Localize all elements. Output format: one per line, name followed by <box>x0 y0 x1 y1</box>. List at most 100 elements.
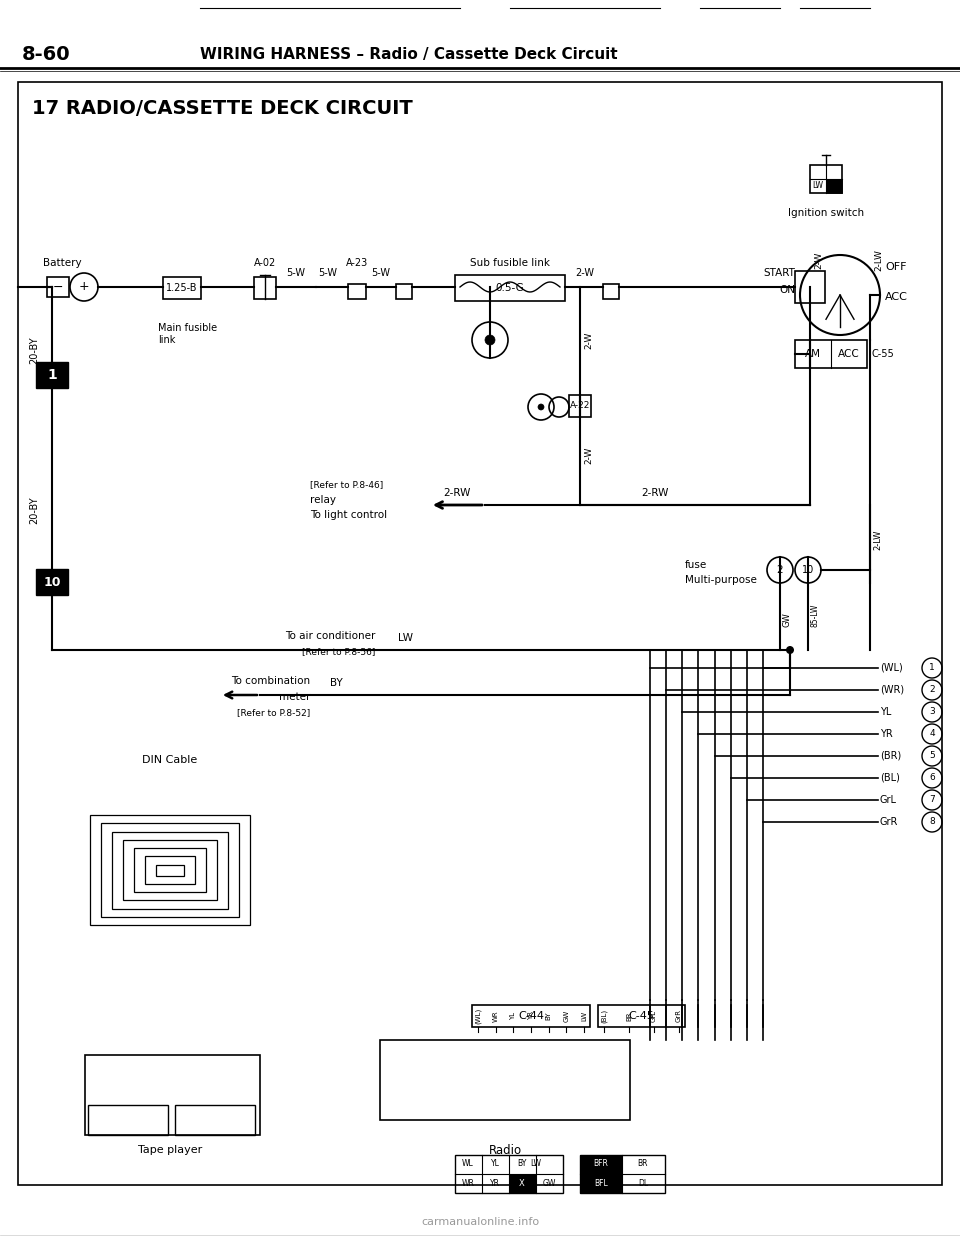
Bar <box>380 1040 630 1120</box>
Text: Multi-purpose: Multi-purpose <box>685 575 756 585</box>
Bar <box>36 569 68 595</box>
Text: −: − <box>53 280 63 294</box>
Text: (BL): (BL) <box>880 773 900 782</box>
Text: 4: 4 <box>929 729 935 739</box>
Bar <box>795 272 825 303</box>
Text: (WR): (WR) <box>880 684 904 694</box>
Text: 85-LW: 85-LW <box>811 604 820 626</box>
Text: ON: ON <box>779 285 795 295</box>
Text: BFR: BFR <box>593 1159 609 1168</box>
Text: 7: 7 <box>929 796 935 805</box>
Text: 8-60: 8-60 <box>22 46 71 64</box>
Text: 1: 1 <box>929 663 935 672</box>
Text: BR: BR <box>637 1159 648 1168</box>
Text: [Refer to P.8-56]: [Refer to P.8-56] <box>301 647 375 656</box>
Text: C-55: C-55 <box>872 348 895 360</box>
Bar <box>145 857 195 884</box>
Circle shape <box>538 404 544 410</box>
Text: C-44: C-44 <box>518 1011 544 1021</box>
Text: YL: YL <box>511 1012 516 1021</box>
Bar <box>455 1154 563 1193</box>
Text: fuse: fuse <box>685 560 708 570</box>
Text: LW: LW <box>581 1011 587 1021</box>
Bar <box>810 165 842 193</box>
Bar <box>569 396 591 417</box>
Bar <box>348 284 366 299</box>
Bar <box>396 284 412 299</box>
Bar <box>455 275 565 301</box>
Bar <box>580 1154 622 1174</box>
Text: link: link <box>158 335 176 345</box>
Text: Tape player: Tape player <box>138 1145 203 1154</box>
Text: (BR): (BR) <box>880 751 901 761</box>
Bar <box>134 848 206 892</box>
Text: BY: BY <box>545 1012 552 1021</box>
Bar <box>580 1174 622 1193</box>
Text: 2-LW: 2-LW <box>874 249 883 270</box>
Text: 2: 2 <box>929 686 935 694</box>
Text: relay: relay <box>310 495 336 505</box>
Text: 10: 10 <box>802 565 814 575</box>
Text: (WL): (WL) <box>475 1008 481 1024</box>
Text: 2-RW: 2-RW <box>641 489 669 498</box>
Bar <box>580 1154 665 1193</box>
Text: BY: BY <box>517 1159 527 1168</box>
Text: YR: YR <box>528 1012 534 1021</box>
Text: To light control: To light control <box>310 510 387 520</box>
Text: 2-W: 2-W <box>814 252 823 269</box>
Text: 6: 6 <box>929 774 935 782</box>
Text: 20-BY: 20-BY <box>29 336 39 363</box>
Text: 17 RADIO/CASSETTE DECK CIRCUIT: 17 RADIO/CASSETTE DECK CIRCUIT <box>32 98 413 118</box>
Text: YR: YR <box>490 1179 500 1188</box>
Bar <box>112 832 228 909</box>
Text: ACC: ACC <box>885 291 908 303</box>
Text: GrL: GrL <box>880 795 897 805</box>
Bar <box>826 179 842 193</box>
Text: Battery: Battery <box>42 258 82 268</box>
Text: DIN Cable: DIN Cable <box>142 755 198 765</box>
Circle shape <box>786 646 794 653</box>
Text: 3: 3 <box>929 708 935 717</box>
Bar <box>36 362 68 388</box>
Text: 5: 5 <box>929 751 935 760</box>
Text: meter: meter <box>278 692 310 702</box>
Text: 2-LW: 2-LW <box>873 529 882 551</box>
Text: 5-W: 5-W <box>286 268 305 278</box>
Text: 2-W: 2-W <box>575 268 594 278</box>
Text: 5-W: 5-W <box>319 268 338 278</box>
Bar <box>90 815 250 925</box>
Text: GW: GW <box>564 1009 569 1022</box>
Text: 0.5-G: 0.5-G <box>495 283 524 293</box>
Text: OFF: OFF <box>885 262 906 272</box>
Text: Radio: Radio <box>489 1143 521 1157</box>
Text: (BL): (BL) <box>601 1009 608 1023</box>
Bar <box>18 82 942 1185</box>
Text: 1.25-B: 1.25-B <box>166 283 198 293</box>
Text: 20-BY: 20-BY <box>29 496 39 523</box>
Text: 8: 8 <box>929 817 935 827</box>
Text: 1: 1 <box>47 368 57 382</box>
Bar <box>509 1174 536 1193</box>
Text: carmanualonline.info: carmanualonline.info <box>420 1216 540 1228</box>
Text: Sub fusible link: Sub fusible link <box>470 258 550 268</box>
Text: To air conditioner: To air conditioner <box>284 631 375 641</box>
Text: +: + <box>79 280 89 294</box>
Bar <box>101 823 239 916</box>
Text: A-02: A-02 <box>253 258 276 268</box>
Text: GW: GW <box>783 613 792 627</box>
Text: A-22: A-22 <box>570 402 590 410</box>
Text: 2-RW: 2-RW <box>444 489 470 498</box>
Bar <box>603 284 619 299</box>
Text: A-23: A-23 <box>346 258 368 268</box>
Text: X: X <box>519 1179 525 1188</box>
Bar <box>85 1055 260 1135</box>
Text: YL: YL <box>491 1159 499 1168</box>
Bar <box>88 1105 168 1135</box>
Text: AM: AM <box>805 348 821 360</box>
Text: WR: WR <box>492 1011 498 1022</box>
Text: WIRING HARNESS – Radio / Cassette Deck Circuit: WIRING HARNESS – Radio / Cassette Deck C… <box>200 47 617 62</box>
Text: Ignition switch: Ignition switch <box>788 208 864 218</box>
Text: GrR: GrR <box>676 1009 682 1023</box>
Text: C-45: C-45 <box>629 1011 655 1021</box>
Text: 2: 2 <box>777 565 783 575</box>
